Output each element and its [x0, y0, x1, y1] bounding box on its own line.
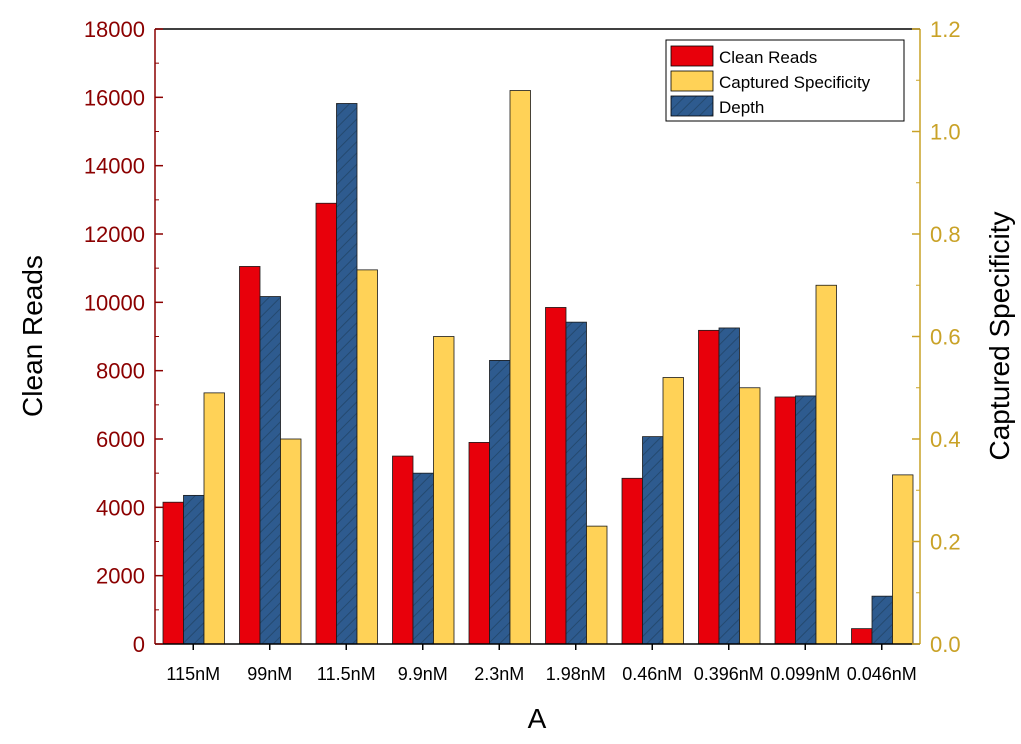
bar-clean-reads-0-396nm: [698, 329, 720, 645]
bar-clean-reads-0-099nm: [774, 396, 796, 645]
y2-tick-label: 0.0: [930, 632, 961, 657]
bar-clean-reads-2-3nm: [468, 442, 490, 645]
legend: Clean Reads Captured Specificity Depth: [665, 39, 905, 122]
x-tick-label: 0.46nM: [622, 664, 682, 684]
legend-swatch-depth: [670, 95, 714, 117]
y-axis-title: Clean Reads: [17, 255, 48, 417]
bars: [162, 90, 914, 645]
bar-captured-specificity-99nm: [280, 438, 302, 645]
x-tick-label: 0.396nM: [694, 664, 764, 684]
x-tick-label: 2.3nM: [474, 664, 524, 684]
bar-depth-9-9nm: [412, 472, 434, 645]
bar-depth-115nm: [183, 494, 205, 645]
y-tick-label: 0: [133, 632, 145, 657]
y-tick-label: 18000: [84, 17, 145, 42]
bar-depth-0-046nm: [871, 595, 893, 645]
y-tick-label: 12000: [84, 222, 145, 247]
y-tick-label: 16000: [84, 85, 145, 110]
bar-depth-0-396nm: [718, 327, 740, 645]
bar-captured-specificity-9-9nm: [433, 336, 455, 645]
bar-captured-specificity-11-5nm: [356, 269, 378, 645]
bar-depth-99nm: [259, 296, 281, 645]
x-tick-label: 11.5nM: [317, 664, 376, 684]
legend-swatch-clean-reads: [670, 45, 714, 67]
y2-tick-label: 0.6: [930, 325, 961, 350]
y-tick-label: 8000: [96, 359, 145, 384]
bar-clean-reads-0-46nm: [621, 477, 643, 645]
x-tick-label: 1.98nM: [546, 664, 606, 684]
y-tick-label: 4000: [96, 495, 145, 520]
x-tick-label: 9.9nM: [398, 664, 448, 684]
x-axis-title: A: [528, 703, 547, 734]
y2-tick-label: 0.8: [930, 222, 961, 247]
legend-label-captured-specificity: Captured Specificity: [719, 73, 871, 92]
bar-clean-reads-0-046nm: [851, 628, 873, 645]
bar-captured-specificity-0-46nm: [662, 377, 684, 645]
bar-clean-reads-115nm: [162, 501, 184, 645]
bar-captured-specificity-0-099nm: [815, 284, 837, 645]
bar-captured-specificity-115nm: [203, 392, 225, 645]
bar-depth-1-98nm: [565, 321, 587, 645]
y2-tick-label: 1.0: [930, 120, 961, 145]
ticks: 0 2000 4000 6000 8000 10000 12000 14000 16000 180…: [84, 17, 961, 684]
y-tick-label: 6000: [96, 427, 145, 452]
bar-clean-reads-9-9nm: [392, 455, 414, 645]
y-tick-label: 14000: [84, 154, 145, 179]
bar-clean-reads-1-98nm: [545, 307, 567, 645]
y2-axis-title: Captured Specificity: [984, 211, 1015, 460]
bar-clean-reads-11-5nm: [315, 202, 337, 645]
bar-depth-2-3nm: [489, 360, 511, 645]
y2-tick-label: 1.2: [930, 17, 961, 42]
y2-tick-label: 0.2: [930, 530, 961, 555]
legend-label-clean-reads: Clean Reads: [719, 48, 817, 67]
bar-depth-11-5nm: [336, 103, 358, 645]
bar-clean-reads-99nm: [239, 266, 261, 645]
y-tick-label: 10000: [84, 290, 145, 315]
x-tick-label: 0.046nM: [847, 664, 917, 684]
y-tick-label: 2000: [96, 564, 145, 589]
bar-depth-0-46nm: [642, 436, 664, 645]
x-tick-label: 99nM: [247, 664, 292, 684]
bar-captured-specificity-0-396nm: [739, 387, 761, 645]
x-tick-label: 0.099nM: [770, 664, 840, 684]
legend-swatch-captured-specificity: [670, 70, 714, 92]
legend-label-depth: Depth: [719, 98, 764, 117]
bar-captured-specificity-1-98nm: [586, 525, 608, 645]
bar-captured-specificity-2-3nm: [509, 90, 531, 645]
bar-captured-specificity-0-046nm: [892, 474, 914, 645]
bar-depth-0-099nm: [795, 395, 817, 645]
x-tick-label: 115nM: [166, 664, 220, 684]
y2-tick-label: 0.4: [930, 427, 961, 452]
